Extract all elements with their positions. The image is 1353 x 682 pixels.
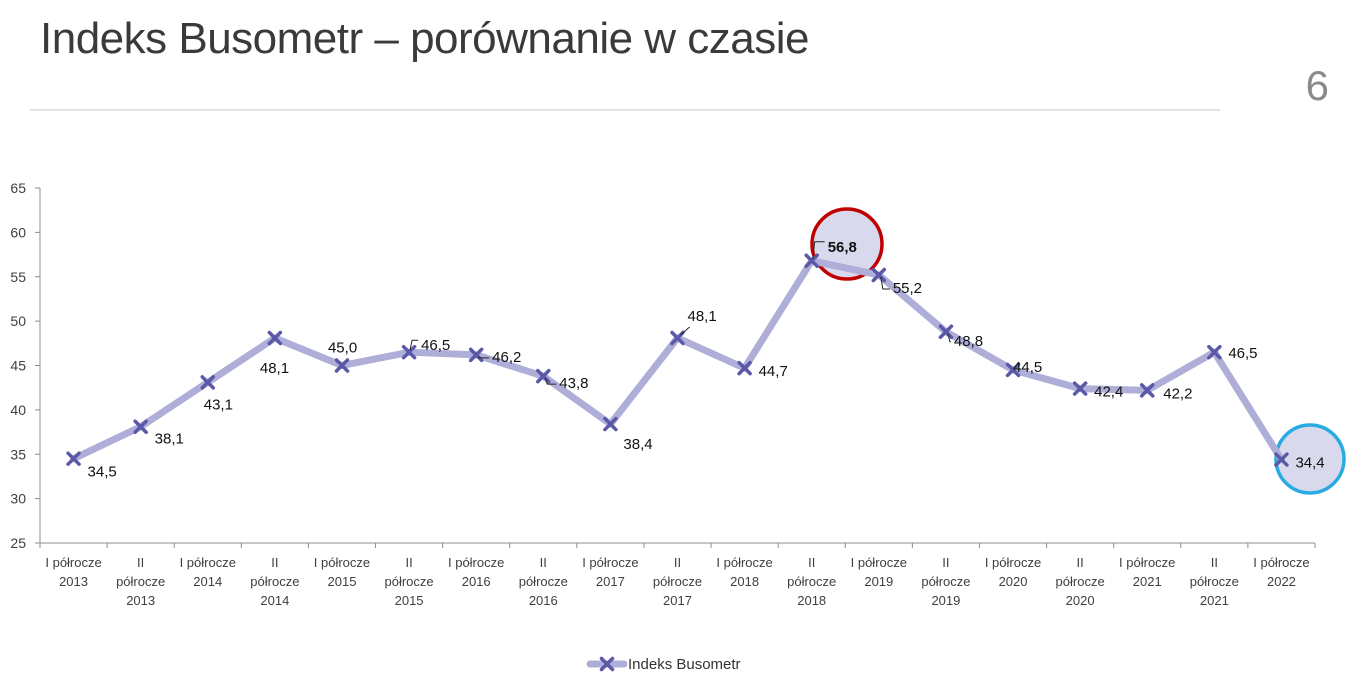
data-point-marker: [401, 344, 417, 360]
data-label: 56,8: [828, 239, 857, 256]
data-label: 38,1: [155, 431, 184, 448]
x-category-label: II półrocze 2013: [116, 555, 165, 608]
leader-line: [544, 377, 557, 385]
data-label: 46,5: [1228, 345, 1257, 362]
leader-line: [680, 326, 690, 336]
x-category-label: II półrocze 2020: [1056, 555, 1105, 608]
x-axis: I półrocze 2013 II półrocze 2013 I półrocze 20…: [39, 542, 1316, 608]
data-point-marker: [603, 416, 618, 432]
data-label: 48,8: [954, 333, 983, 350]
data-point-marker: [334, 358, 350, 373]
latest-highlight-circle: [1274, 423, 1346, 495]
y-tick-label: 40: [10, 402, 26, 418]
data-label: 42,2: [1163, 385, 1192, 402]
x-category-label: II półrocze 2015: [385, 555, 434, 608]
data-label: 42,4: [1094, 384, 1123, 401]
data-label: 43,1: [204, 396, 233, 413]
data-point-marker: [133, 419, 148, 434]
highlight-circles: [810, 207, 1346, 495]
data-point-marker: [1072, 381, 1088, 396]
legend-label: Indeks Busometr: [628, 656, 741, 673]
x-category-label: I półrocze 2020: [985, 555, 1041, 589]
leader-line: [812, 241, 825, 259]
y-tick-label: 45: [10, 358, 26, 374]
x-category-label: I półrocze 2018: [716, 555, 772, 589]
data-point-marker: [267, 330, 283, 346]
data-label: 45,0: [328, 340, 357, 357]
x-category-label: II półrocze 2017: [653, 555, 702, 608]
data-label: 48,1: [260, 360, 289, 377]
data-label: 44,5: [1013, 359, 1042, 376]
x-category-label: II półrocze 2014: [250, 555, 299, 608]
data-label: 34,4: [1295, 455, 1324, 472]
data-label: 43,8: [559, 375, 588, 392]
x-category-label: II półrocze 2021: [1190, 555, 1239, 608]
y-tick-label: 50: [10, 313, 26, 329]
data-point-marker: [737, 360, 752, 376]
y-tick-label: 25: [10, 535, 26, 551]
data-point-marker: [1207, 344, 1222, 360]
y-tick-label: 30: [10, 491, 26, 507]
data-label: 34,5: [88, 464, 117, 481]
x-category-label: II półrocze 2016: [519, 555, 568, 608]
y-tick-label: 55: [10, 269, 26, 285]
leader-line: [409, 339, 419, 351]
legend: Indeks Busometr: [586, 656, 741, 673]
x-category-label: II półrocze 2018: [787, 555, 836, 608]
data-point-marker: [804, 253, 819, 269]
data-point-marker: [468, 347, 484, 363]
leader-line: [880, 276, 890, 290]
data-label: 38,4: [623, 436, 652, 453]
series-line: [70, 257, 1285, 464]
y-axis: 25 30 35 40 45 50 55 60 65: [10, 180, 41, 551]
y-tick-label: 60: [10, 224, 26, 240]
x-category-label: II półrocze 2019: [921, 555, 970, 608]
data-point-marker: [66, 451, 81, 466]
y-tick-label: 35: [10, 446, 26, 462]
x-category-label: I półrocze 2022: [1253, 555, 1309, 589]
leader-line: [477, 356, 490, 359]
data-labels: 34,5 38,1 43,1 48,1 45,0 46,5 46,2 43,8 38,4 48,1…: [88, 239, 1325, 481]
data-point-marker: [1005, 362, 1021, 378]
data-point-marker: [871, 267, 887, 283]
data-point-marker: [200, 375, 216, 390]
data-point-marker: [1274, 452, 1289, 467]
series-indeks-busometr: [66, 253, 1289, 467]
data-point-marker: [1139, 383, 1155, 398]
data-label: 48,1: [688, 308, 717, 325]
slide-title: Indeks Busometr – porównanie w czasie: [40, 14, 810, 63]
x-category-label: I półrocze 2017: [582, 555, 638, 589]
data-label: 55,2: [893, 280, 922, 297]
page-number: 6: [1305, 62, 1329, 109]
data-label: 46,5: [421, 337, 450, 354]
title-divider: [30, 109, 1220, 111]
x-category-label: I półrocze 2015: [314, 555, 370, 589]
data-point-marker: [938, 324, 954, 340]
leader-line: [947, 333, 951, 343]
x-category-label: I półrocze 2016: [448, 555, 504, 589]
x-category-label: I półrocze 2014: [180, 555, 236, 589]
data-point-marker: [536, 368, 551, 384]
data-label: 44,7: [759, 363, 788, 380]
x-category-label: I półrocze 2019: [851, 555, 907, 589]
y-tick-label: 65: [10, 180, 26, 196]
data-label: 46,2: [492, 349, 521, 366]
x-category-label: I półrocze 2021: [1119, 555, 1175, 589]
x-category-label: I półrocze 2013: [45, 555, 101, 589]
